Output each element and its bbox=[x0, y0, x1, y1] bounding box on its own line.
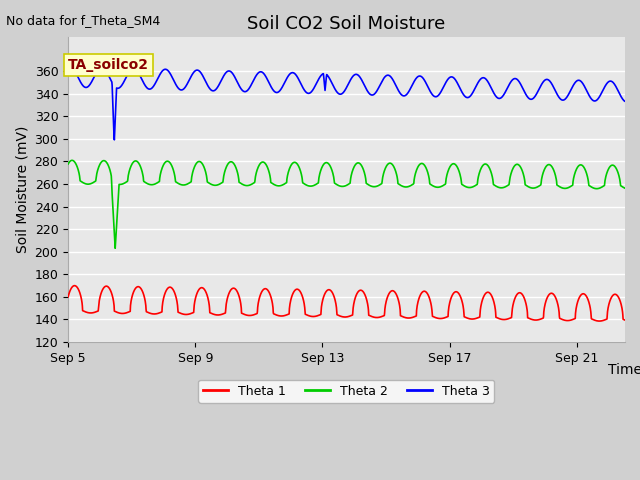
X-axis label: Time: Time bbox=[607, 363, 640, 377]
Title: Soil CO2 Soil Moisture: Soil CO2 Soil Moisture bbox=[247, 15, 445, 33]
Y-axis label: Soil Moisture (mV): Soil Moisture (mV) bbox=[15, 126, 29, 253]
Text: No data for f_Theta_SM4: No data for f_Theta_SM4 bbox=[6, 14, 161, 27]
Legend: Theta 1, Theta 2, Theta 3: Theta 1, Theta 2, Theta 3 bbox=[198, 380, 494, 403]
Text: TA_soilco2: TA_soilco2 bbox=[68, 58, 149, 72]
